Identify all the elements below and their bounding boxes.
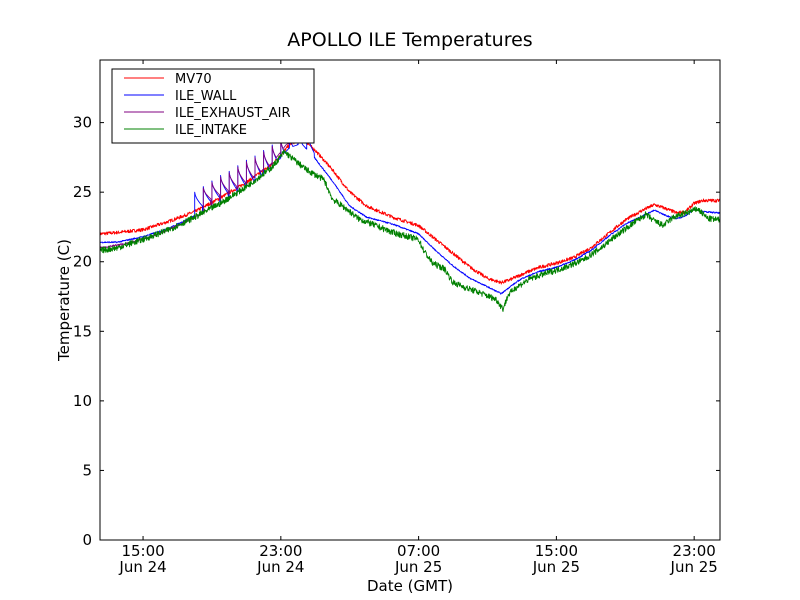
y-tick-label: 5 bbox=[82, 461, 92, 479]
legend: MV70 ILE_WALL ILE_EXHAUST_AIR ILE_INTAKE bbox=[111, 68, 315, 144]
legend-label: MV70 bbox=[175, 72, 212, 87]
chart-title: APOLLO ILE Temperatures bbox=[287, 29, 532, 51]
x-tick-label-date: Jun 25 bbox=[670, 558, 718, 576]
plot-frame bbox=[99, 59, 721, 541]
x-tick-label-date: Jun 25 bbox=[394, 558, 442, 576]
x-tick-label-time: 15:00 bbox=[121, 542, 164, 560]
x-tick-label-date: Jun 24 bbox=[256, 558, 304, 576]
y-tick-label: 10 bbox=[73, 392, 92, 410]
series-line-ile-intake bbox=[100, 149, 720, 312]
x-tick-label-time: 23:00 bbox=[673, 542, 716, 560]
legend-label: ILE_INTAKE bbox=[175, 123, 247, 138]
x-tick-label-date: Jun 24 bbox=[118, 558, 166, 576]
series-lines bbox=[100, 129, 720, 312]
x-tick-label-time: 15:00 bbox=[535, 542, 578, 560]
x-tick-label-date: Jun 25 bbox=[532, 558, 580, 576]
legend-label: ILE_EXHAUST_AIR bbox=[175, 106, 291, 121]
y-axis-label: Temperature (C) bbox=[55, 239, 73, 362]
y-tick-label: 25 bbox=[73, 183, 92, 201]
legend-label: ILE_WALL bbox=[175, 89, 237, 104]
y-tick-label: 30 bbox=[73, 114, 92, 132]
legend-box bbox=[111, 68, 315, 144]
x-axis-label: Date (GMT) bbox=[367, 577, 453, 595]
x-tick-label-time: 07:00 bbox=[397, 542, 440, 560]
x-tick-label-time: 23:00 bbox=[259, 542, 302, 560]
y-tick-label: 0 bbox=[82, 531, 92, 549]
y-tick-label: 20 bbox=[73, 253, 92, 271]
y-tick-label: 15 bbox=[73, 322, 92, 340]
